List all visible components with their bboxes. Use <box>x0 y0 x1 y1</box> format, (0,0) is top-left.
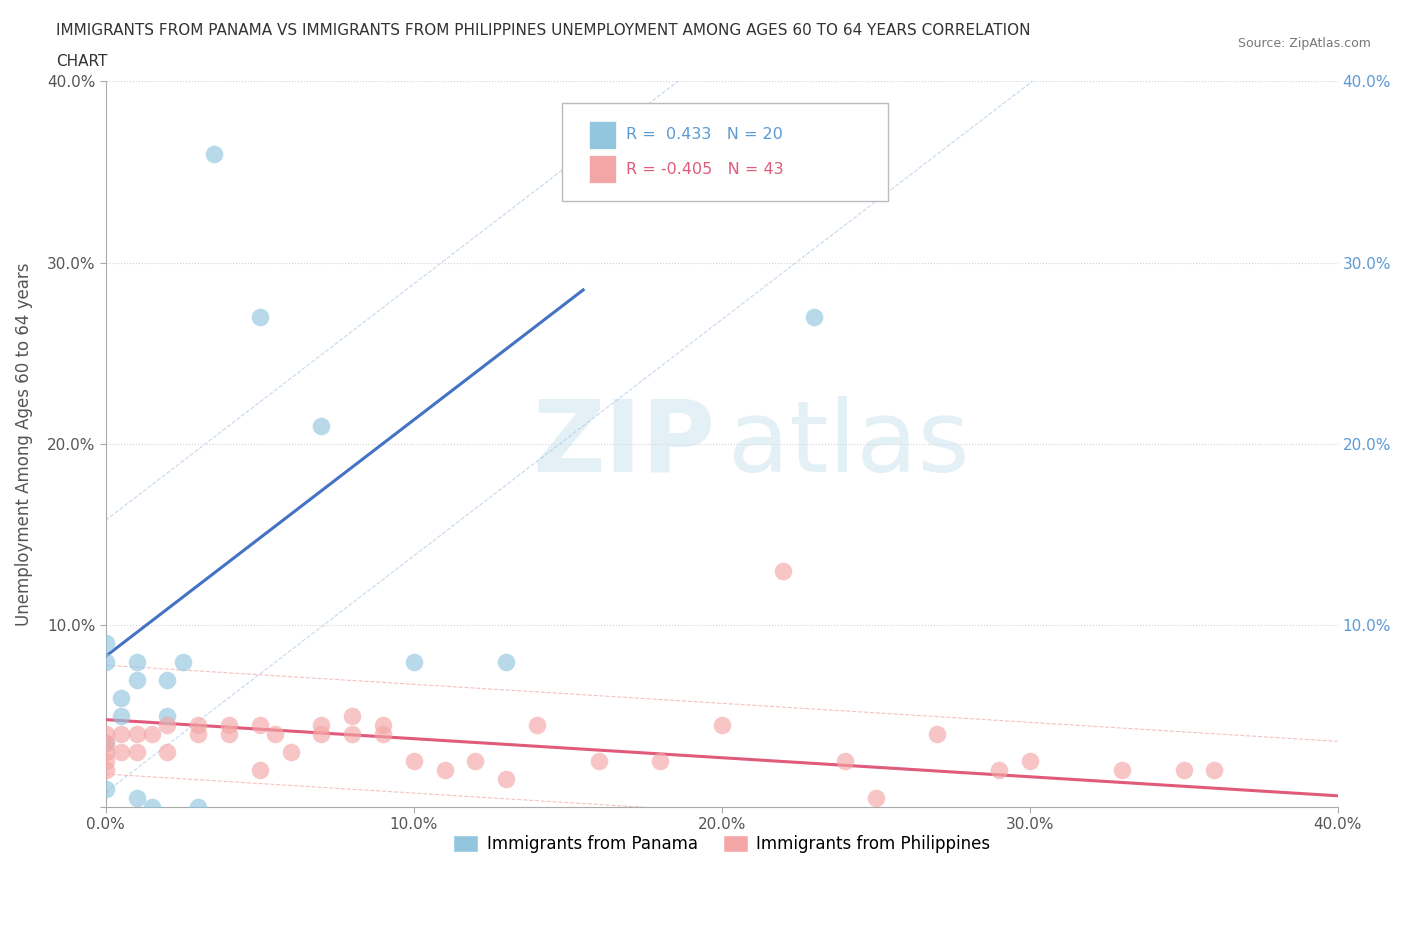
Text: CHART: CHART <box>56 54 108 69</box>
Point <box>94 754 117 769</box>
Point <box>865 790 887 805</box>
Point <box>927 726 949 741</box>
Point <box>94 636 117 651</box>
Point <box>402 754 425 769</box>
Point <box>125 726 148 741</box>
Point <box>94 736 117 751</box>
Point <box>588 754 610 769</box>
Legend: Immigrants from Panama, Immigrants from Philippines: Immigrants from Panama, Immigrants from … <box>447 829 997 860</box>
Point <box>110 690 132 705</box>
Point <box>311 726 333 741</box>
Point <box>156 672 179 687</box>
Point <box>340 726 363 741</box>
Point <box>526 718 548 733</box>
Point <box>172 654 194 669</box>
Point <box>187 718 209 733</box>
Point <box>280 745 302 760</box>
Point <box>371 726 394 741</box>
Point <box>1204 763 1226 777</box>
Point <box>464 754 486 769</box>
Point <box>125 654 148 669</box>
Point <box>371 718 394 733</box>
FancyBboxPatch shape <box>589 121 616 149</box>
Point <box>402 654 425 669</box>
Point <box>94 763 117 777</box>
Text: R =  0.433   N = 20: R = 0.433 N = 20 <box>626 126 783 142</box>
Point <box>264 726 287 741</box>
Point <box>1018 754 1040 769</box>
Y-axis label: Unemployment Among Ages 60 to 64 years: Unemployment Among Ages 60 to 64 years <box>15 262 32 626</box>
Point <box>156 718 179 733</box>
Point <box>495 654 517 669</box>
Point <box>94 726 117 741</box>
Point <box>125 672 148 687</box>
Point <box>125 790 148 805</box>
Point <box>433 763 456 777</box>
Point <box>141 799 163 814</box>
Point <box>94 654 117 669</box>
Point <box>1111 763 1133 777</box>
Point <box>187 799 209 814</box>
Point <box>156 709 179 724</box>
Point <box>156 745 179 760</box>
Point <box>94 745 117 760</box>
Point <box>987 763 1010 777</box>
Point <box>249 763 271 777</box>
Text: ZIP: ZIP <box>533 395 716 493</box>
Point <box>110 726 132 741</box>
Point <box>340 709 363 724</box>
Point <box>94 736 117 751</box>
Point <box>218 726 240 741</box>
Point <box>110 709 132 724</box>
Point <box>650 754 672 769</box>
Point <box>249 310 271 325</box>
Text: IMMIGRANTS FROM PANAMA VS IMMIGRANTS FROM PHILIPPINES UNEMPLOYMENT AMONG AGES 60: IMMIGRANTS FROM PANAMA VS IMMIGRANTS FRO… <box>56 23 1031 38</box>
Point <box>218 718 240 733</box>
Point <box>202 147 225 162</box>
Point <box>834 754 856 769</box>
Point <box>187 726 209 741</box>
Point <box>125 745 148 760</box>
Point <box>311 418 333 433</box>
Text: R = -0.405   N = 43: R = -0.405 N = 43 <box>626 162 783 177</box>
Text: atlas: atlas <box>728 395 970 493</box>
Point <box>710 718 733 733</box>
Point <box>141 726 163 741</box>
Point <box>1173 763 1195 777</box>
Point <box>94 781 117 796</box>
Point <box>249 718 271 733</box>
Point <box>110 745 132 760</box>
Text: Source: ZipAtlas.com: Source: ZipAtlas.com <box>1237 37 1371 50</box>
Point <box>772 564 794 578</box>
Point <box>495 772 517 787</box>
Point <box>803 310 825 325</box>
FancyBboxPatch shape <box>561 103 889 201</box>
FancyBboxPatch shape <box>589 155 616 183</box>
Point <box>311 718 333 733</box>
